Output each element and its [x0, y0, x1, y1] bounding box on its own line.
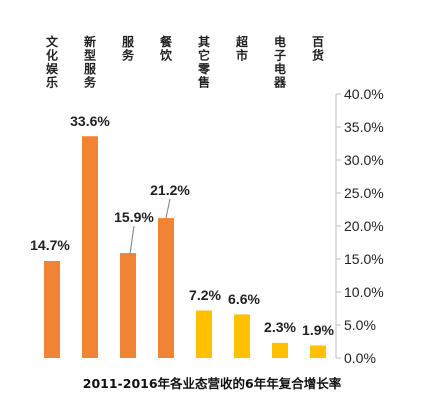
value-label: 21.2%: [150, 182, 190, 198]
y-tick-label: 40.0%: [344, 86, 384, 102]
bar: [272, 342, 288, 358]
y-tick-label: 25.0%: [344, 185, 384, 201]
y-axis: 0.0% 5.0% 10.0% 15.0% 20.0% 25.0% 30.0% 35.0% 40…: [335, 86, 384, 366]
category-label: 新型服务: [84, 34, 97, 90]
y-tick-label: 35.0%: [344, 119, 384, 135]
value-label: 7.2%: [189, 287, 221, 303]
value-label: 6.6%: [228, 291, 260, 307]
y-tick-label: 15.0%: [344, 251, 384, 267]
y-tick-label: 20.0%: [344, 218, 384, 234]
bar: [158, 218, 174, 358]
category-label: 百货: [312, 35, 324, 63]
bars: [44, 136, 326, 358]
y-tick-label: 30.0%: [344, 152, 384, 168]
value-label: 2.3%: [264, 319, 296, 335]
category-label: 服务: [122, 34, 135, 63]
category-label: 文化娱乐: [46, 34, 59, 90]
bar: [196, 310, 212, 358]
value-labels: 14.7% 33.6% 15.9% 21.2% 7.2% 6.6%2.3% 1.9%: [30, 113, 334, 338]
category-label: 电子电器: [273, 34, 287, 90]
y-tick-label: 10.0%: [344, 284, 384, 300]
leader-line: [165, 198, 171, 219]
leader-line: [129, 225, 135, 255]
bar: [234, 314, 250, 358]
bar: [82, 136, 98, 358]
y-tick-label: 0.0%: [344, 350, 376, 366]
value-label: 33.6%: [70, 113, 110, 129]
value-label: 15.9%: [114, 209, 154, 225]
bar: [120, 253, 136, 358]
bar: [310, 345, 326, 358]
bar: [44, 260, 60, 358]
leader-lines: [129, 198, 171, 255]
category-label: 餐饮: [159, 34, 173, 63]
y-tick-label: 5.0%: [344, 317, 376, 333]
value-label: 14.7%: [30, 237, 70, 253]
category-label: 其它零售: [197, 34, 211, 90]
category-label: 超市: [235, 34, 249, 63]
chart-title: 2011-2016年各业态营收的6年年复合增长率: [83, 376, 342, 391]
value-label: 1.9%: [302, 322, 334, 338]
